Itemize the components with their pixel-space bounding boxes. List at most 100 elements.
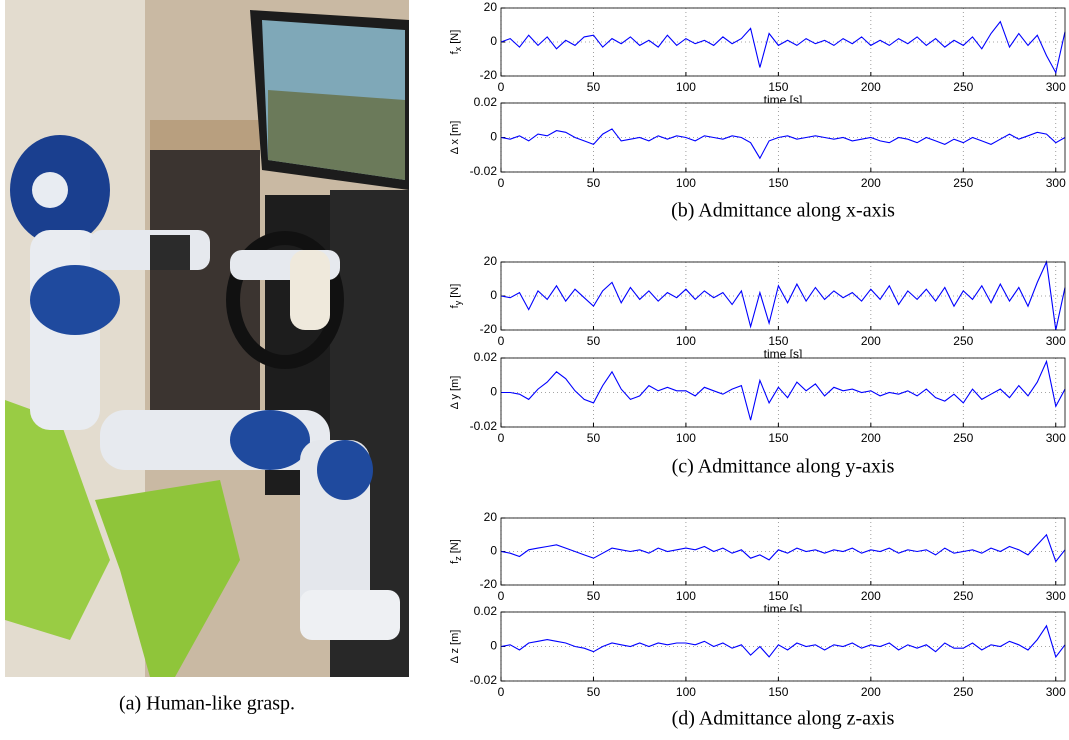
- x-tick-label: 250: [953, 431, 973, 445]
- x-tick-label: 50: [587, 80, 601, 94]
- data-line: [500, 260, 1066, 331]
- y-tick-label: -20: [480, 322, 498, 336]
- x-tick-label: 100: [676, 589, 696, 603]
- y-label-unit: [N]: [449, 539, 461, 553]
- x-tick-label: 100: [676, 80, 696, 94]
- y-axis-label: fz [N]: [449, 539, 463, 564]
- x-tick-label: 0: [498, 334, 505, 348]
- data-line: [500, 533, 1066, 563]
- axes-frame: [500, 261, 1066, 331]
- y-label-subscript: z: [453, 556, 463, 561]
- x-tick-label: 0: [498, 685, 505, 699]
- y-tick-label: -20: [480, 577, 498, 591]
- x-tick-label: 300: [1046, 334, 1066, 348]
- data-line: [500, 624, 1066, 659]
- x-tick-label: 200: [861, 589, 881, 603]
- x-tick-label: 150: [768, 589, 788, 603]
- x-tick-label: 250: [953, 685, 973, 699]
- y-axis-label: fx [N]: [449, 30, 463, 55]
- x-tick-label: 250: [953, 80, 973, 94]
- axes-frame: [500, 7, 1066, 77]
- axes-frame: [500, 517, 1066, 586]
- y-tick-label: 20: [484, 254, 498, 268]
- x-tick-label: 150: [768, 176, 788, 190]
- y-tick-label: 0: [490, 288, 497, 302]
- x-tick-label: 200: [861, 431, 881, 445]
- y-label-text: Δ x [m]: [449, 121, 461, 155]
- x-tick-label: 250: [953, 334, 973, 348]
- x-tick-label: 300: [1046, 589, 1066, 603]
- x-tick-label: 0: [498, 589, 505, 603]
- y-tick-label: 0.02: [474, 350, 498, 364]
- x-tick-label: 250: [953, 589, 973, 603]
- axes-frame: [500, 357, 1066, 428]
- y-tick-label: 0: [490, 130, 497, 144]
- x-tick-label: 150: [768, 80, 788, 94]
- plot-area: [501, 103, 1065, 172]
- x-tick-label: 100: [676, 176, 696, 190]
- y-label-subscript: x: [453, 46, 463, 51]
- x-tick-label: 300: [1046, 685, 1066, 699]
- x-tick-label: 100: [676, 685, 696, 699]
- x-tick-label: 200: [861, 685, 881, 699]
- y-tick-label: 0: [490, 34, 497, 48]
- data-line: [500, 128, 1066, 160]
- y-label-text: f: [449, 560, 461, 564]
- x-tick-label: 50: [587, 334, 601, 348]
- y-axis-label: Δ x [m]: [449, 121, 461, 155]
- y-tick-label: 0: [490, 385, 497, 399]
- x-tick-label: 50: [587, 589, 601, 603]
- caption: (b) Admittance along x-axis: [671, 200, 895, 222]
- x-tick-label: 0: [498, 80, 505, 94]
- x-tick-label: 50: [587, 176, 601, 190]
- x-tick-label: 100: [676, 334, 696, 348]
- axes-frame: [500, 611, 1066, 682]
- y-tick-label: -0.02: [470, 673, 498, 687]
- plot-area: [501, 8, 1065, 76]
- y-tick-label: -0.02: [470, 419, 498, 433]
- y-label-unit: [N]: [449, 30, 461, 44]
- x-tick-label: 0: [498, 176, 505, 190]
- y-tick-label: -20: [480, 68, 498, 82]
- x-tick-label: 200: [861, 176, 881, 190]
- x-tick-label: 300: [1046, 176, 1066, 190]
- plot-area: [501, 612, 1065, 681]
- x-tick-label: 50: [587, 685, 601, 699]
- y-tick-label: 20: [484, 0, 498, 14]
- y-label-text: f: [449, 50, 461, 54]
- caption: (a) Human-like grasp.: [119, 693, 295, 715]
- x-tick-label: 50: [587, 431, 601, 445]
- plot-area: [501, 262, 1065, 330]
- y-tick-label: 0.02: [474, 604, 498, 618]
- y-tick-label: -0.02: [470, 164, 498, 178]
- y-tick-label: 0: [490, 639, 497, 653]
- x-tick-label: 150: [768, 685, 788, 699]
- data-line: [500, 20, 1066, 75]
- x-tick-label: 150: [768, 334, 788, 348]
- y-label-unit: [N]: [449, 284, 461, 298]
- x-tick-label: 200: [861, 334, 881, 348]
- x-tick-label: 300: [1046, 431, 1066, 445]
- caption: (c) Admittance along y-axis: [672, 456, 895, 478]
- x-tick-label: 0: [498, 431, 505, 445]
- x-tick-label: 300: [1046, 80, 1066, 94]
- x-tick-label: 250: [953, 176, 973, 190]
- axes-frame: [500, 102, 1066, 173]
- photo: [5, 0, 409, 677]
- y-axis-label: Δ z [m]: [449, 630, 461, 664]
- y-axis-label: Δ y [m]: [449, 376, 461, 410]
- y-axis-label: fy [N]: [449, 284, 463, 309]
- y-label-text: Δ y [m]: [449, 376, 461, 410]
- caption: (d) Admittance along z-axis: [672, 708, 895, 730]
- data-line: [501, 359, 1066, 421]
- y-label-text: Δ z [m]: [449, 630, 461, 664]
- y-tick-label: 0: [490, 544, 497, 558]
- y-label-subscript: y: [453, 300, 463, 305]
- y-tick-label: 20: [484, 510, 498, 524]
- y-tick-label: 0.02: [474, 95, 498, 109]
- x-tick-label: 150: [768, 431, 788, 445]
- x-tick-label: 100: [676, 431, 696, 445]
- x-tick-label: 200: [861, 80, 881, 94]
